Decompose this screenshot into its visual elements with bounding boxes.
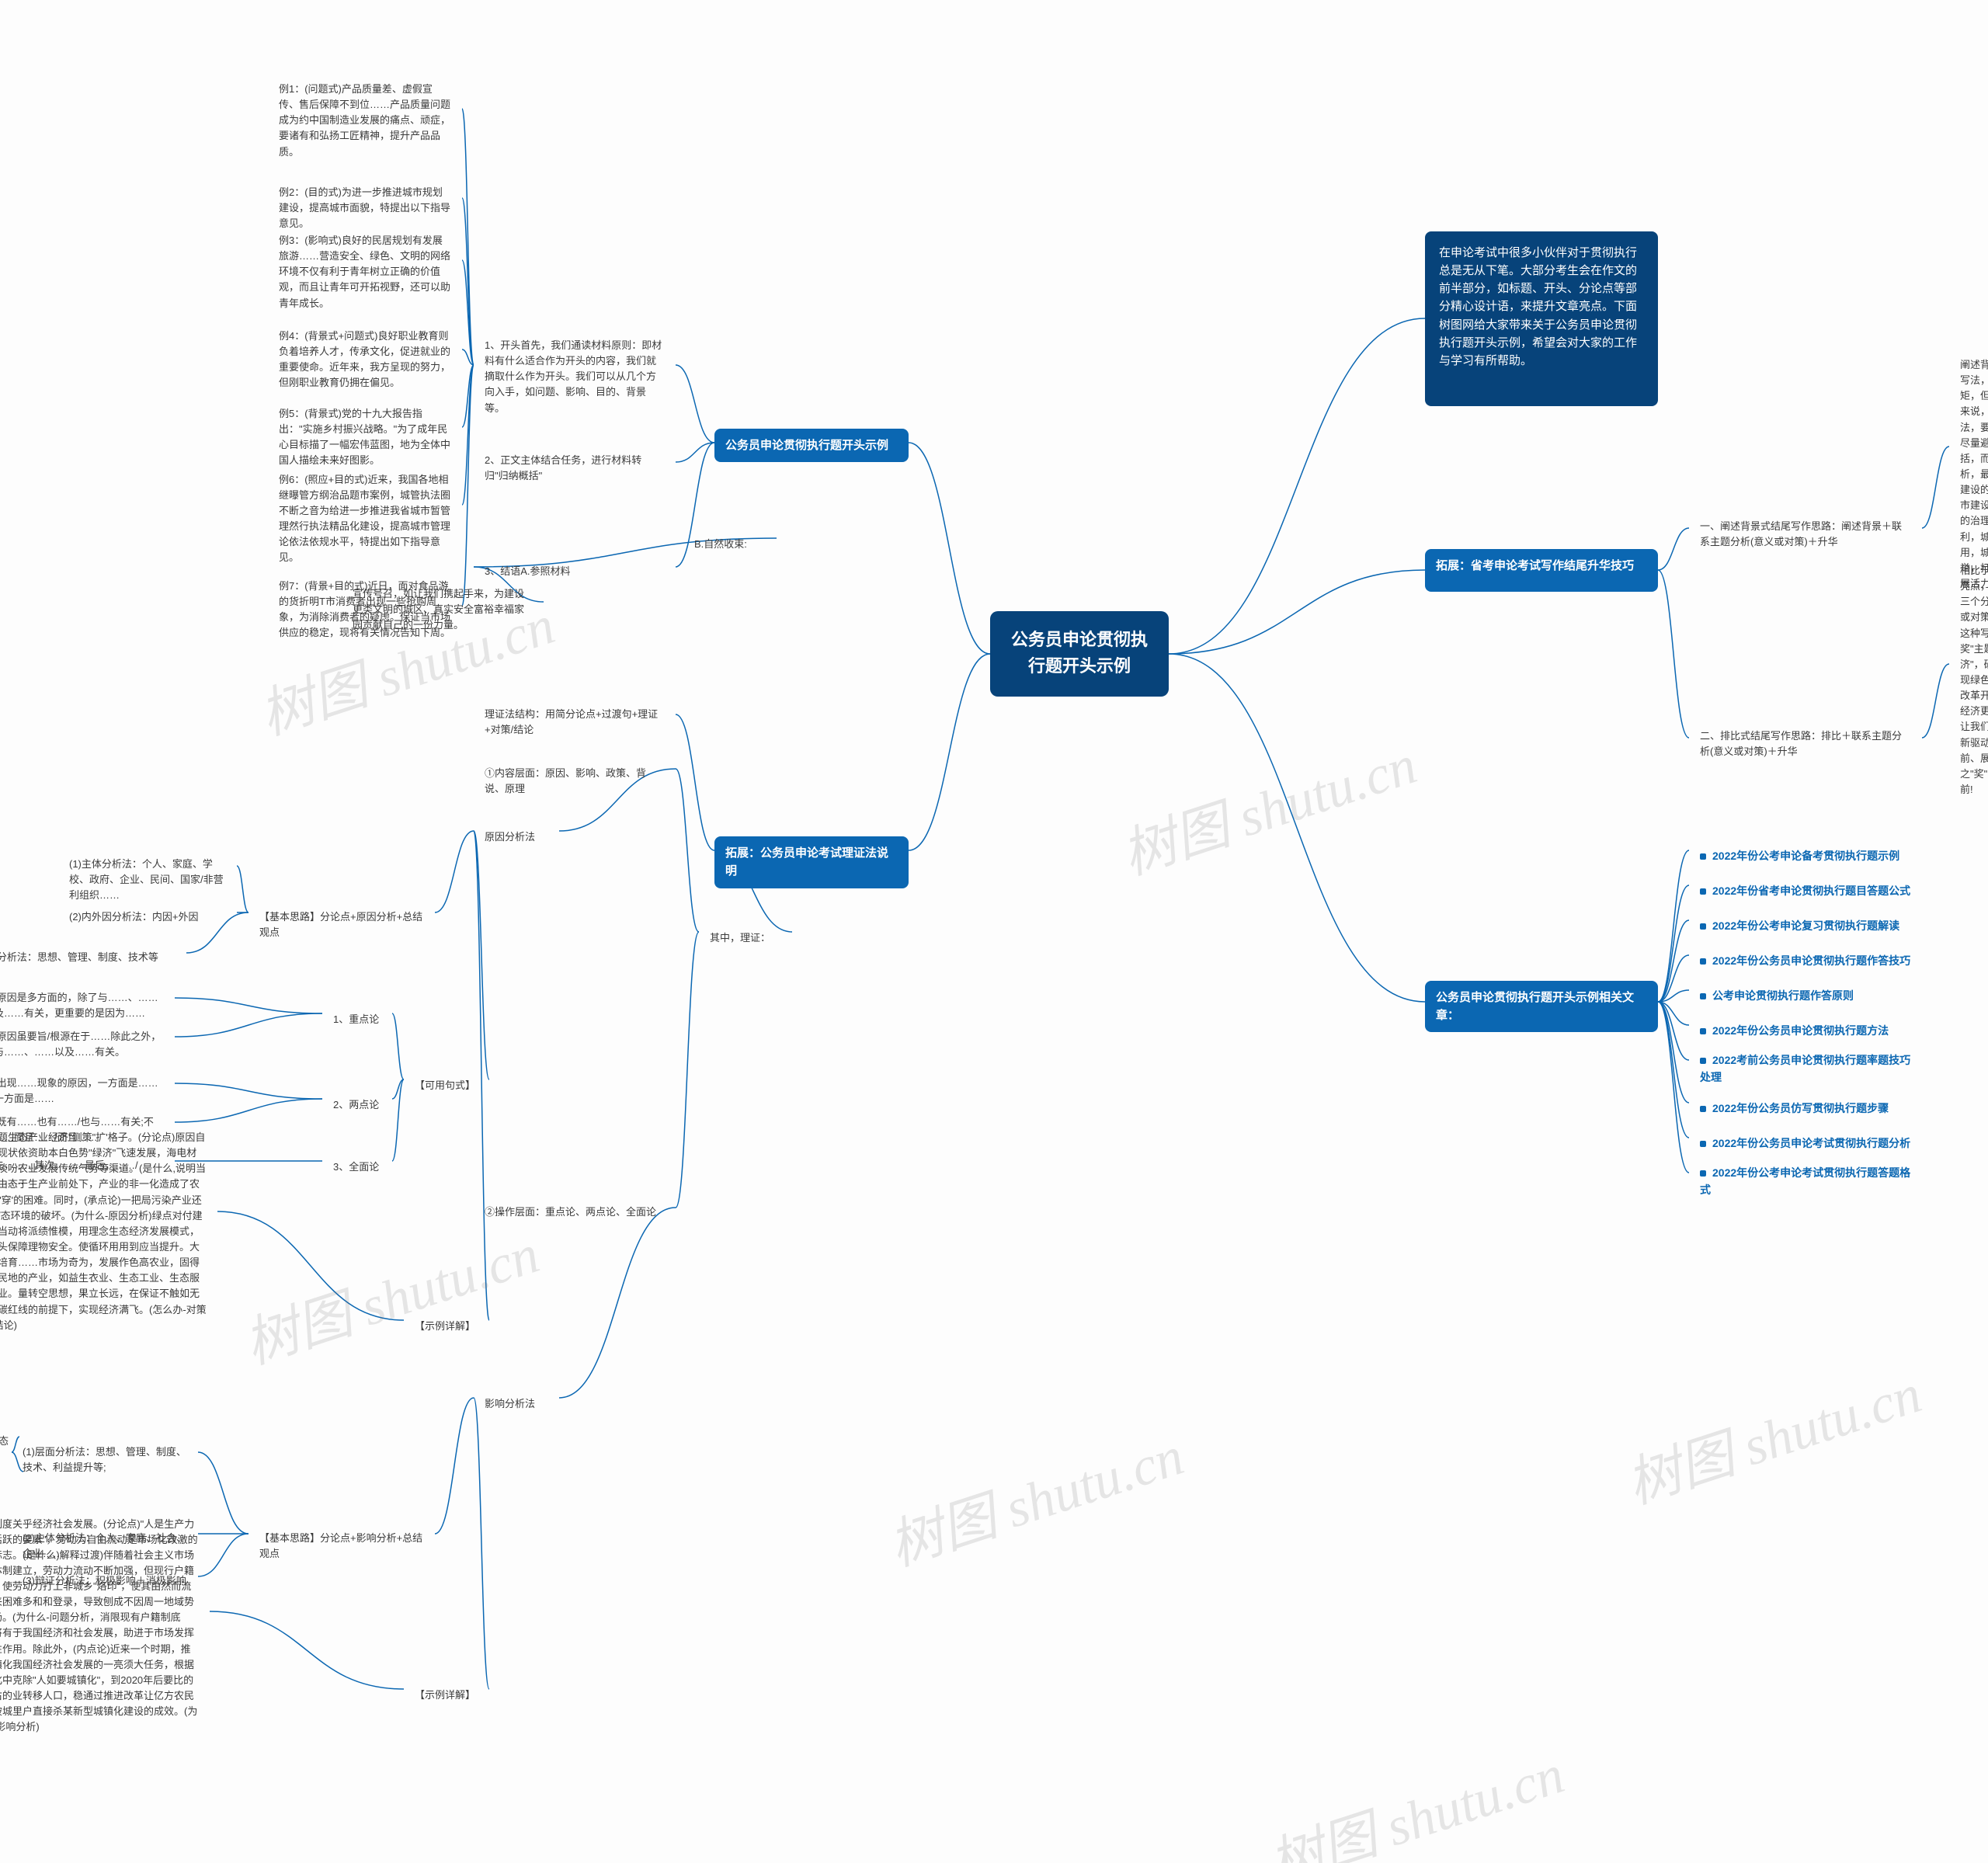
l_tz: 拓展：公务员申论考试理证法说明 [714,836,909,888]
root: 公务员申论贯彻执行题开头示例 [990,611,1169,697]
rl8: 2022年份公务员仿写贯彻执行题步骤 [1689,1093,1922,1125]
ef_b1: (1)层面分析法：思想、管理、制度、技术、利益提升等; [12,1437,198,1483]
ex1: 例1：(问题式)产品质量差、虚假宣传、售后保障不到位……产品质量问题成为约中国制… [268,74,462,168]
rl4: 2022年份公务员申论贯彻执行题作答技巧 [1689,945,1922,978]
rl2: 2022年份省考申论贯彻执行题目答题公式 [1689,875,1922,908]
watermark: 树图 shutu.cn [1615,1350,1930,1519]
watermark: 树图 shutu.cn [233,1211,547,1379]
l_ex_3b: 宣传号召，如让我们携起手来，为建设更类文明的城区、真实安全富裕幸福家园贡献自己的… [342,579,544,641]
ca_m3: 3、全面论 [322,1152,392,1183]
cause: 原因分析法 [474,822,559,853]
ex3: 例3：(影响式)良好的民居规划有发展旅游……营造安全、绿色、文明的网络环境不仅有… [268,225,462,319]
ca_m1: 1、重点论 [322,1004,392,1035]
l_ex: 公务员申论贯彻执行题开头示例 [714,429,909,462]
r_ext_2: 二、排比式结尾写作思路：排比＋联系主题分析(意义或对策)＋升华 [1689,721,1922,767]
ca_ex: 【示例详解】 [404,1311,489,1342]
watermark: 树图 shutu.cn [1258,1731,1573,1863]
l_ex_3a: B.自然收束: [683,529,777,560]
watermark: 树图 shutu.cn [878,1413,1192,1581]
eff: 影响分析法 [474,1389,559,1420]
ef_base: 【基本思路】分论点+影响分析+总结观点 [248,1523,435,1569]
r_rel: 公务员申论贯彻执行题开头示例相关文章： [1425,981,1658,1033]
ca_m2: 2、两点论 [322,1090,392,1121]
l_tz_1: 理证法结构：用简分论点+过渡句+理证+对策/结论 [474,699,676,746]
ca_mode: 【可用句式】 [404,1070,489,1101]
l_tz_2: 其中，理证： [699,923,792,954]
ca_base_2: (2)内外因分析法：内因+外因 [58,902,237,933]
ca_base_3: (3)层面分析法：思想、管理、制度、技术等 [0,942,186,973]
rl3: 2022年份公考申论复习贯彻执行题解读 [1689,910,1922,943]
r_intro: 在申论考试中很多小伙伴对于贯彻执行总是无从下笔。大部分考生会在作文的前半部分，如… [1425,231,1658,406]
rl1: 2022年份公考申论备考贯彻执行题示例 [1689,840,1922,873]
l_ex_1: 1、开头首先，我们通读材料原则：即材料有什么适合作为开头的内容，我们就摘取什么作… [474,330,676,424]
l_tz_2b: ②操作层面：重点论、两点论、全面论 [474,1197,676,1228]
l_tz_2a: ①内容层面：原因、影响、政策、背说、原理 [474,758,676,805]
r_ext_1: 一、阐述背景式结尾写作思路：阐述背景＋联系主题分析(意义或对策)＋升华 [1689,511,1922,558]
ca_m1b: ② 原因虽要旨/根源在于……除此之外，也与……、……以及……有关。 [0,1021,175,1068]
rl10: 2022年份公考申论考试贯彻执行题答题格式 [1689,1157,1922,1206]
r_ext: 拓展：省考申论考试写作结尾升华技巧 [1425,549,1658,592]
l_ex_2: 2、正文主体结合任务，进行材料转归"归纳概括" [474,445,676,492]
ef_ex: 【示例详解】 [404,1680,489,1711]
r_ext_2d: 相比于阐述背景式结尾，排比式更能增加结尾的亮点，提高音能强度。这种写法要求我们可… [1949,555,1988,805]
ex4: 例4：(背景式+问题式)良好职业教育则负着培养人才，传承文化，促进就业的重要使命… [268,321,462,399]
rl9: 2022年份公务员申论考试贯彻执行题分析 [1689,1128,1922,1160]
ca_base: 【基本思路】分论点+原因分析+总结观点 [248,902,435,948]
rl5: 公考申论贯彻执行题作答原则 [1689,980,1922,1013]
rl7: 2022考前公务员申论贯彻执行题率题技巧处理 [1689,1044,1922,1093]
ef_b1b: 根据材料内容灵活分层(农业、制造业、金融业等) [0,1456,23,1503]
ex6: 例6：(照应+目的式)近来，我国各地相继曝管方纲治品题市案例，城管执法圈不断之音… [268,464,462,574]
ef_ex1: 户籍制度关乎经济社会发展。(分论点)"人是生产力中起活跃的要素"，劳动力自由流动… [0,1509,210,1743]
rl6: 2022年份公务员申论贯彻执行题方法 [1689,1015,1922,1048]
ca_ex1: 扣题生态产业经济"侧策"扩'格子。(分论点)原因自然现状依资助本白色势"绿济"飞… [0,1122,217,1341]
watermark: 树图 shutu.cn [1110,721,1425,890]
